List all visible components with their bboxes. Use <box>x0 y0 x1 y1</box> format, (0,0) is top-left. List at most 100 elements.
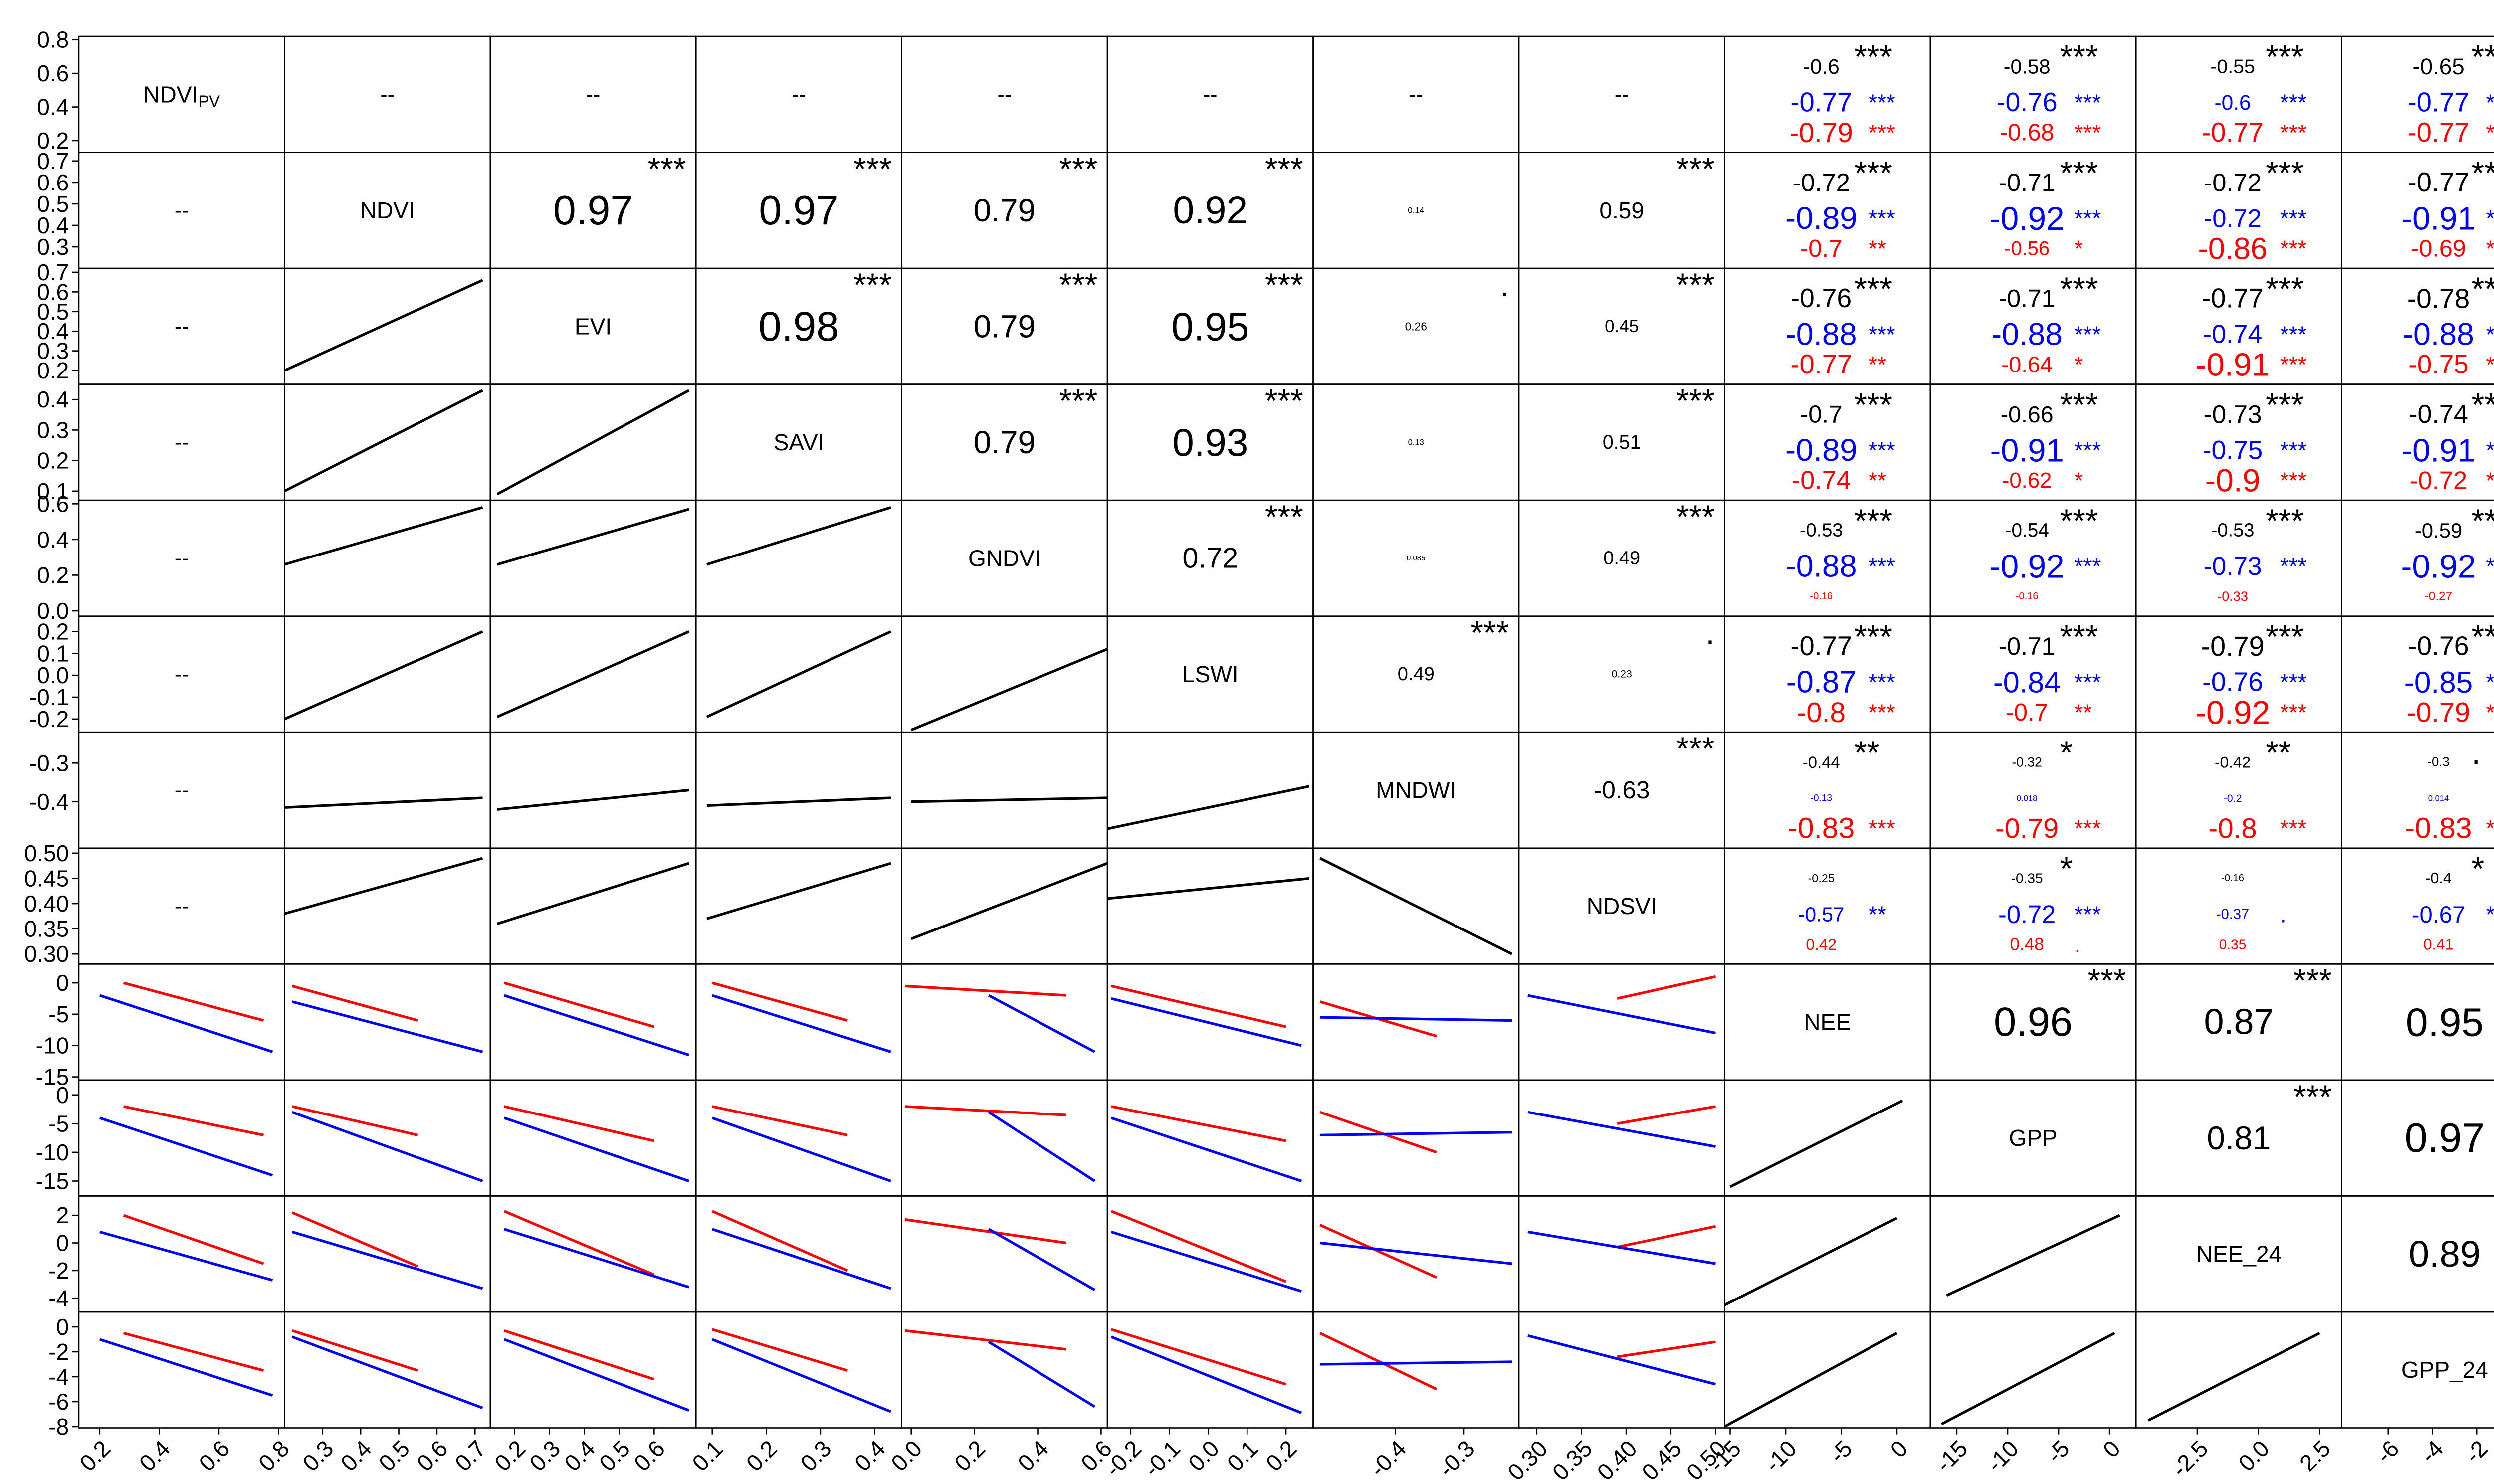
significance: *** <box>1869 700 1895 726</box>
significance: *** <box>1869 120 1895 146</box>
correlation: -0.77 <box>2408 118 2470 148</box>
x-tick-label: 0.6 <box>194 1435 234 1476</box>
correlation: 0.41 <box>2423 935 2454 953</box>
variable-name: EVI <box>575 313 612 339</box>
fit-line <box>904 1329 1066 1351</box>
fit-line <box>711 1210 848 1272</box>
significance: *** <box>2486 901 2494 927</box>
correlation: -0.62 <box>2002 468 2052 493</box>
fit-line <box>291 1111 483 1182</box>
correlation: -0.53 <box>1800 520 1843 541</box>
correlation: -0.77 <box>2408 168 2470 197</box>
significance: *** <box>1059 266 1098 303</box>
correlation: -0.37 <box>2216 906 2249 922</box>
panel <box>284 499 491 617</box>
fit-line <box>291 1211 418 1268</box>
variable-label: GNDVI <box>968 545 1041 571</box>
fit-line <box>1527 1111 1716 1148</box>
correlation: -0.33 <box>2217 589 2248 604</box>
fit-line <box>706 630 892 718</box>
significance: *** <box>1059 150 1098 187</box>
fit-line <box>1111 1105 1286 1142</box>
significance: *** <box>2075 205 2101 231</box>
fit-line <box>123 981 264 1022</box>
y-tick-label: -15 <box>36 1064 69 1090</box>
significance: *** <box>1854 386 1892 423</box>
fit-line <box>1946 1214 2120 1297</box>
fit-line <box>284 857 483 915</box>
y-tick-label: 0.0 <box>37 662 69 688</box>
fit-line <box>1527 994 1716 1035</box>
panel <box>901 615 1108 733</box>
correlation: 0.014 <box>2428 793 2449 803</box>
correlation: -0.27 <box>2425 590 2452 603</box>
significance: . <box>1500 266 1509 303</box>
correlation: -0.76 <box>2202 668 2263 697</box>
correlation: -0.88 <box>1991 317 2063 352</box>
x-tick-label: 0.8 <box>253 1435 294 1476</box>
fit-line <box>1319 1224 1438 1279</box>
correlation: -0.77 <box>1790 631 1852 661</box>
x-tick-label: -10 <box>1982 1435 2024 1477</box>
significance: *** <box>1676 150 1715 187</box>
y-tick-label: -5 <box>48 1001 69 1027</box>
correlation: -0.75 <box>2408 350 2468 379</box>
correlation: -0.88 <box>1786 317 1857 352</box>
variable-name: NEE_24 <box>2196 1241 2282 1267</box>
panel <box>1518 1195 1725 1313</box>
x-tick-label: -0.4 <box>1365 1435 1411 1482</box>
fit-line <box>712 994 891 1053</box>
fit-line <box>284 796 483 809</box>
significance: . <box>2471 734 2480 771</box>
correlation: -0.42 <box>2215 753 2251 771</box>
correlation: -0.44 <box>1803 753 1840 771</box>
significance: *** <box>2486 815 2494 841</box>
empty-cell: -- <box>1203 82 1217 106</box>
y-tick-label: -5 <box>48 1111 69 1136</box>
fit-line <box>291 1230 483 1290</box>
x-tick-label: 0.2 <box>489 1435 530 1476</box>
x-tick-label: 0.1 <box>1222 1435 1263 1476</box>
panel <box>1106 1311 1314 1429</box>
significance: *** <box>2075 322 2101 348</box>
correlation: -0.77 <box>1790 88 1852 118</box>
y-tick-label: 0.5 <box>37 299 69 325</box>
panel <box>695 731 902 849</box>
correlation: 0.95 <box>2406 1000 2484 1045</box>
y-tick-label: 0.4 <box>37 527 69 553</box>
y-tick-label: 0.3 <box>37 338 69 364</box>
empty-cell: -- <box>175 430 189 454</box>
significance: ** <box>2266 734 2291 771</box>
significance: *** <box>1869 90 1895 116</box>
correlation: 0.96 <box>1994 999 2073 1045</box>
fit-line <box>1527 1230 1716 1265</box>
y-tick-label: 0.2 <box>37 562 69 588</box>
panel <box>901 1311 1108 1429</box>
correlation: 0.13 <box>1408 437 1424 447</box>
correlation: -0.89 <box>1785 433 1858 468</box>
x-tick-label: -2.5 <box>2167 1435 2213 1482</box>
fit-line <box>496 389 690 496</box>
x-tick-label: 0.4 <box>134 1435 175 1476</box>
significance: *** <box>2075 901 2101 927</box>
significance: *** <box>2075 120 2101 146</box>
panel <box>1106 1195 1314 1313</box>
y-tick-label: 0.4 <box>37 94 69 120</box>
y-tick-label: 0.6 <box>37 279 69 305</box>
significance: *** <box>2280 120 2307 146</box>
y-tick-label: -2 <box>48 1258 69 1284</box>
fit-line <box>1107 877 1310 900</box>
significance: *** <box>2088 962 2126 999</box>
fit-line <box>1319 1111 1437 1154</box>
empty-cell: -- <box>380 82 394 106</box>
significance: *** <box>1854 618 1892 655</box>
x-tick-label: 0 <box>2098 1435 2125 1463</box>
fit-line <box>1320 1016 1512 1022</box>
fit-line <box>711 1228 891 1290</box>
significance: *** <box>2486 120 2494 146</box>
correlation: -0.85 <box>2404 665 2473 699</box>
significance: *** <box>1869 554 1895 579</box>
correlation: -0.16 <box>1810 591 1833 602</box>
significance: *** <box>1676 266 1715 303</box>
correlation: -0.53 <box>2211 520 2255 541</box>
